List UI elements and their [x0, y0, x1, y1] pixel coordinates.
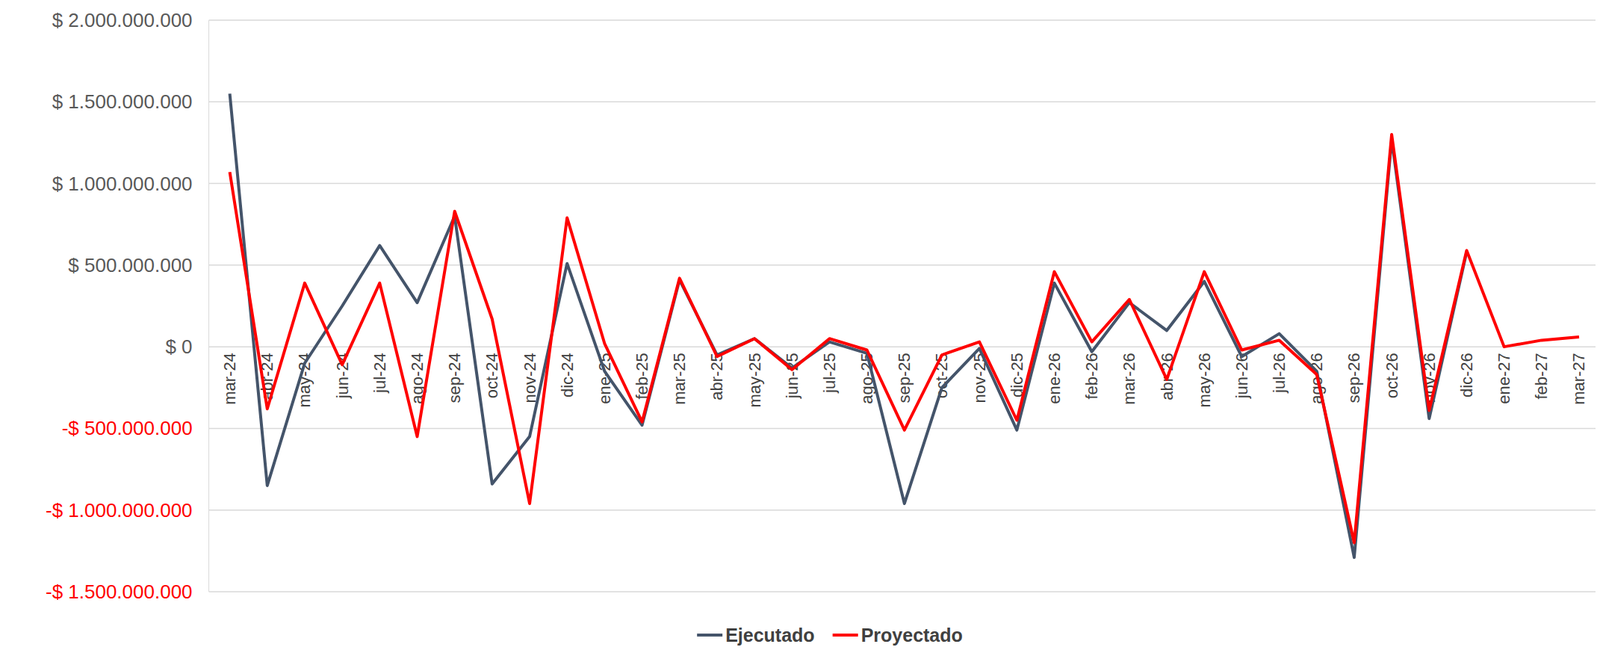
y-tick-label: $ 0 — [165, 335, 192, 358]
grid-line — [209, 590, 1596, 593]
x-tick-label: jul-26 — [1269, 352, 1289, 394]
x-tick-label: sep-24 — [445, 352, 464, 403]
x-tick-label: mar-26 — [1119, 352, 1139, 405]
x-tick-label: mar-24 — [220, 352, 240, 405]
legend-swatch — [832, 633, 859, 637]
y-tick-label: -$ 500.000.000 — [61, 416, 193, 440]
x-tick-label: oct-24 — [482, 352, 502, 399]
x-tick-label: sep-25 — [894, 352, 914, 403]
grid-line — [209, 264, 1596, 266]
x-tick-label: mar-25 — [670, 352, 689, 405]
grid-line — [209, 19, 1596, 21]
legend-label: Proyectado — [861, 624, 963, 646]
x-tick-label: oct-26 — [1382, 352, 1402, 399]
x-tick-label: may-26 — [1195, 352, 1214, 408]
y-tick-label: $ 500.000.000 — [67, 253, 192, 277]
x-tick-label: feb-27 — [1532, 352, 1551, 399]
x-tick-label: abr-25 — [707, 352, 727, 401]
legend-label: Ejecutado — [725, 624, 815, 646]
y-tick-label: $ 2.000.000.000 — [52, 8, 193, 32]
x-tick-label: mar-27 — [1570, 352, 1589, 405]
y-tick-label: $ 1.500.000.000 — [52, 90, 193, 113]
x-tick-label: dic-26 — [1457, 352, 1477, 398]
legend-swatch — [696, 633, 723, 637]
axis-line — [208, 20, 210, 592]
x-tick-label: feb-26 — [1082, 352, 1102, 399]
y-tick-label: -$ 1.000.000.000 — [45, 498, 193, 522]
series-line — [230, 134, 1580, 543]
grid-line — [209, 101, 1596, 104]
y-tick-label: $ 1.000.000.000 — [52, 172, 193, 195]
x-tick-label: nov-24 — [520, 352, 540, 403]
x-tick-label: may-25 — [745, 352, 765, 408]
x-tick-label: dic-24 — [557, 352, 577, 398]
x-tick-label: jun-25 — [782, 352, 802, 399]
grid-line — [209, 509, 1596, 511]
grid-line — [209, 345, 1596, 348]
x-tick-label: ene-26 — [1045, 352, 1064, 405]
y-tick-label: -$ 1.500.000.000 — [45, 580, 193, 603]
x-tick-label: jul-24 — [370, 352, 390, 394]
x-tick-label: jun-26 — [1232, 352, 1252, 399]
chart: -$ 1.500.000.000 -$ 1.000.000.000 -$ 500.0… — [0, 0, 1600, 650]
x-tick-label: jun-24 — [333, 352, 352, 399]
plot-area — [230, 93, 1580, 558]
x-tick-label: jul-25 — [820, 352, 839, 394]
series-line — [230, 93, 1468, 558]
legend: Ejecutado Proyectado — [696, 624, 963, 646]
x-tick-label: sep-26 — [1344, 352, 1364, 403]
x-tick-label: ene-27 — [1494, 352, 1514, 405]
